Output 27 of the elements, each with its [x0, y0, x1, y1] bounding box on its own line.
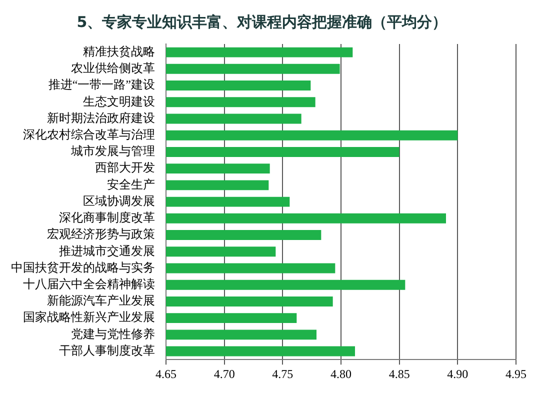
- y-tick-label: 西部大开发: [95, 160, 155, 175]
- y-tick-label: 新时期法治政府建设: [47, 110, 155, 125]
- y-tick-label: 安全生产: [107, 177, 155, 192]
- y-tick-label: 深化商事制度改革: [59, 210, 155, 225]
- y-tick-label: 新能源汽车产业发展: [47, 294, 155, 308]
- y-tick-label: 宏观经济形势与政策: [47, 227, 155, 242]
- x-tick-label: 4.80: [330, 366, 352, 381]
- y-tick-label: 农业供给侧改革: [71, 61, 155, 76]
- y-tick-label: 深化农村综合改革与治理: [23, 128, 155, 142]
- x-tick-label: 4.90: [447, 366, 468, 381]
- y-tick-label: 干部人事制度改革: [59, 343, 155, 358]
- chart-title: 5、专家专业知识丰富、对课程内容把握准确（平均分）: [76, 12, 448, 31]
- y-tick-label: 生态文明建设: [83, 94, 155, 108]
- y-tick-label: 中国扶贫开发的战略与实务: [11, 260, 155, 274]
- x-tick-label: 4.65: [156, 366, 176, 381]
- y-tick-label: 城市发展与管理: [70, 144, 155, 158]
- y-tick-label: 党建与党性修养: [71, 326, 155, 341]
- y-tick-label: 区域协调发展: [83, 194, 155, 208]
- y-tick-label: 精准扶贫战略: [83, 44, 155, 58]
- x-tick-label: 4.75: [272, 366, 294, 381]
- y-tick-label: 十八届六中全会精神解读: [23, 277, 155, 292]
- x-tick-label: 4.70: [214, 366, 235, 381]
- x-tick-label: 4.95: [506, 366, 526, 381]
- y-tick-label: 国家战略性新兴产业发展: [23, 310, 155, 324]
- y-tick-label: 推进城市交通发展: [59, 244, 155, 258]
- x-tick-label: 4.85: [388, 366, 410, 381]
- y-tick-label: 推进“一带一路”建设: [48, 78, 155, 92]
